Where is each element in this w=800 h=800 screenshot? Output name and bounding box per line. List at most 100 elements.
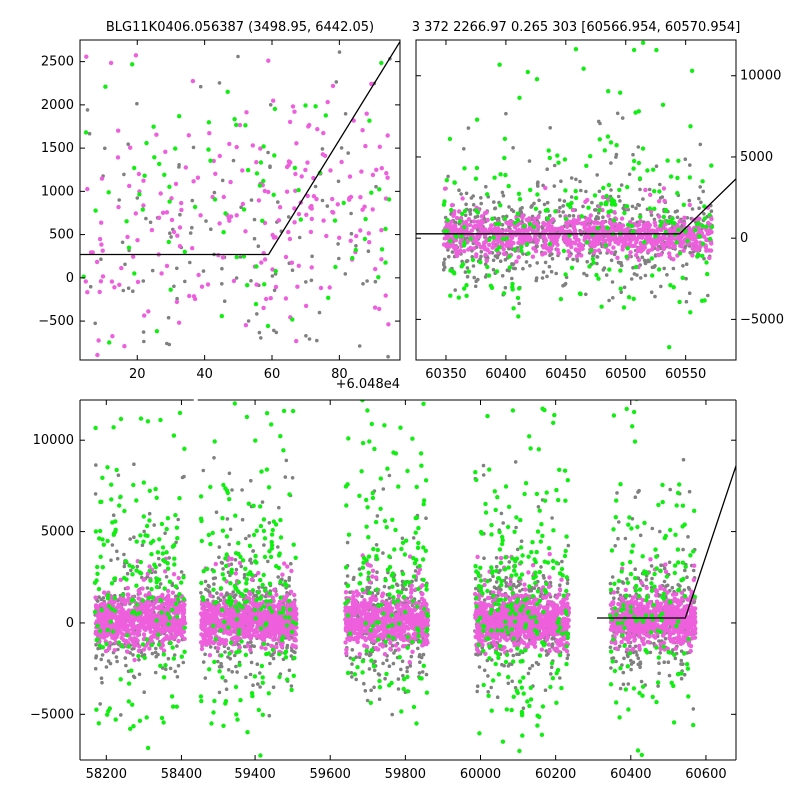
data-point-magenta	[200, 615, 205, 621]
data-point-gray	[172, 653, 177, 657]
data-point-green	[503, 172, 508, 178]
data-point-green	[192, 204, 198, 210]
data-point-gray	[443, 265, 447, 270]
data-point-gray	[232, 653, 237, 658]
data-point-green	[235, 608, 240, 614]
top-right-title: 3 372 2266.97 0.265 303 [60566.954, 6057…	[412, 20, 741, 35]
data-point-gray	[148, 220, 153, 225]
data-point-gray	[687, 198, 692, 203]
data-point-gray	[217, 690, 222, 695]
data-point-gray	[365, 279, 369, 283]
data-point-magenta	[661, 186, 667, 191]
data-point-green	[262, 554, 268, 560]
data-point-green	[245, 167, 251, 173]
data-point-magenta	[521, 237, 526, 242]
data-point-magenta	[290, 104, 296, 109]
data-point-magenta	[147, 646, 152, 651]
data-point-magenta	[542, 228, 547, 234]
data-point-green	[362, 236, 368, 242]
data-point-magenta	[190, 246, 195, 251]
data-point-gray	[126, 142, 130, 146]
data-point-green	[141, 539, 146, 544]
data-point-magenta	[211, 609, 216, 614]
data-point-gray	[258, 671, 262, 675]
data-point-magenta	[636, 222, 642, 227]
data-point-green	[367, 118, 372, 123]
data-point-magenta	[186, 133, 191, 138]
data-point-magenta	[258, 613, 264, 618]
data-point-green	[546, 148, 551, 153]
data-point-gray	[124, 663, 128, 668]
data-point-magenta	[535, 229, 540, 234]
data-point-magenta	[248, 610, 253, 616]
data-point-magenta	[377, 144, 382, 149]
data-point-green	[269, 543, 275, 548]
data-point-green	[515, 295, 521, 301]
data-point-green	[245, 599, 250, 604]
data-point-green	[283, 615, 288, 620]
data-point-green	[656, 267, 662, 272]
data-point-green	[533, 206, 539, 211]
data-point-magenta	[703, 244, 708, 249]
data-point-gray	[230, 670, 234, 674]
data-point-green	[162, 172, 167, 177]
data-point-magenta	[268, 296, 273, 301]
data-point-green	[173, 326, 177, 330]
data-point-green	[474, 165, 480, 171]
data-point-green	[99, 607, 104, 613]
data-point-magenta	[263, 646, 268, 651]
data-point-gray	[683, 157, 688, 161]
data-point-green	[157, 537, 162, 542]
data-point-green	[250, 374, 254, 378]
data-point-magenta	[516, 255, 521, 260]
data-point-magenta	[103, 648, 109, 654]
data-point-magenta	[208, 635, 214, 640]
data-point-gray	[375, 570, 379, 574]
data-point-green	[258, 577, 263, 583]
data-point-green	[212, 197, 218, 202]
data-point-magenta	[271, 603, 276, 608]
data-point-magenta	[654, 242, 659, 247]
data-point-magenta	[628, 234, 633, 239]
data-point-magenta	[121, 621, 126, 626]
data-point-gray	[698, 185, 702, 189]
data-point-magenta	[285, 564, 290, 569]
data-point-green	[266, 691, 271, 696]
data-point-magenta	[272, 633, 278, 639]
data-point-magenta	[227, 141, 232, 147]
data-point-gray	[662, 266, 666, 271]
data-point-magenta	[377, 306, 382, 312]
data-point-green	[609, 202, 615, 207]
data-point-magenta	[256, 570, 261, 576]
data-point-magenta	[160, 210, 166, 215]
data-point-magenta	[501, 247, 506, 252]
data-point-gray	[214, 510, 219, 514]
data-point-gray	[236, 54, 240, 59]
data-point-magenta	[485, 217, 490, 223]
data-point-green	[104, 641, 109, 647]
data-point-gray	[549, 269, 554, 274]
data-point-green	[128, 726, 133, 731]
data-point-gray	[317, 310, 322, 315]
data-point-green	[500, 236, 505, 242]
data-point-green	[257, 183, 263, 188]
data-point-magenta	[97, 289, 102, 295]
data-point-magenta	[112, 648, 117, 653]
data-point-gray	[172, 284, 176, 289]
data-point-magenta	[482, 211, 488, 216]
data-point-gray	[538, 210, 542, 214]
data-point-gray	[135, 564, 140, 569]
data-point-gray	[168, 666, 173, 671]
data-point-magenta	[109, 279, 115, 284]
data-point-green	[123, 559, 129, 564]
data-point-magenta	[571, 223, 576, 229]
data-point-gray	[168, 231, 172, 235]
data-point-magenta	[304, 212, 309, 217]
data-point-gray	[582, 271, 586, 276]
data-point-gray	[219, 560, 224, 565]
data-point-gray	[561, 283, 565, 288]
data-point-green	[243, 588, 248, 593]
y-tick-label: 500	[49, 228, 74, 243]
data-point-green	[547, 155, 552, 161]
data-point-green	[269, 609, 275, 614]
